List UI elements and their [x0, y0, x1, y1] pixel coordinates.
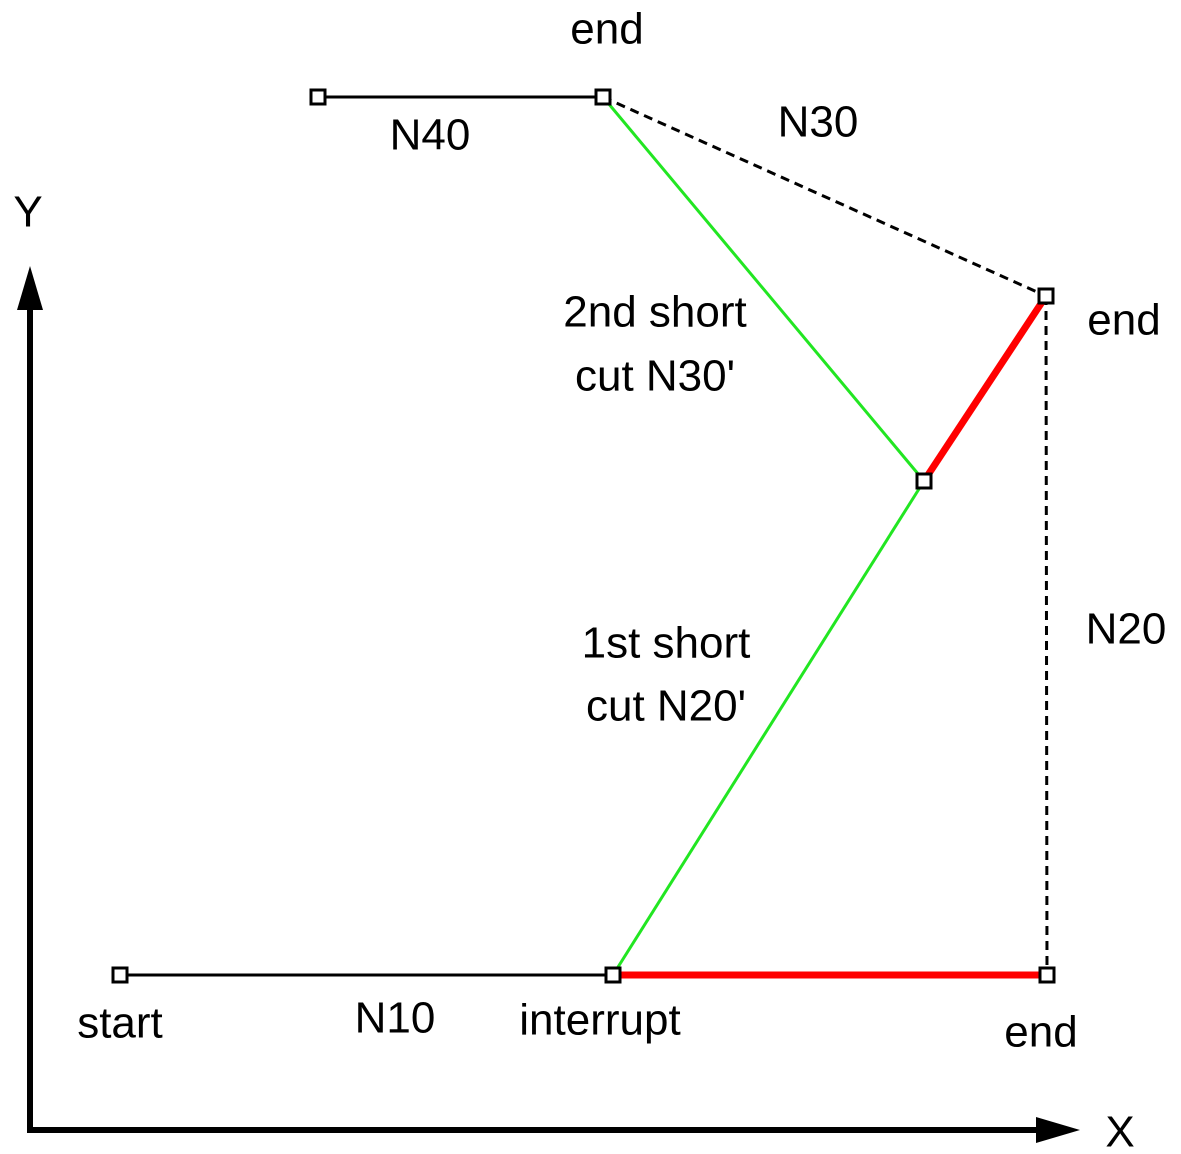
label: 1st short [582, 619, 751, 668]
segment-n20 [1044, 295, 1049, 976]
point [594, 88, 612, 106]
label: N30 [778, 98, 859, 147]
point [1038, 966, 1056, 984]
label: end [570, 5, 643, 54]
label: N40 [390, 111, 471, 160]
label: start [77, 999, 163, 1048]
point [309, 88, 327, 106]
label: end [1087, 296, 1160, 345]
red-segment [921, 294, 1049, 483]
point [1037, 287, 1055, 305]
x-arrow [1036, 1117, 1080, 1143]
label: 2nd short [563, 288, 746, 337]
point [111, 966, 129, 984]
short-cut-n20 [611, 480, 926, 976]
label: cut N20' [586, 682, 746, 731]
label: cut N30' [575, 352, 735, 401]
segment-n30 [602, 95, 1047, 298]
label: N10 [355, 994, 436, 1043]
point [604, 966, 622, 984]
point [915, 472, 933, 490]
label: X [1105, 1108, 1134, 1154]
label: end [1004, 1008, 1077, 1057]
label: interrupt [519, 996, 680, 1045]
short-cut-n30 [601, 96, 926, 482]
y-arrow [17, 266, 43, 310]
label: N20 [1086, 605, 1167, 654]
label: Y [13, 188, 42, 237]
